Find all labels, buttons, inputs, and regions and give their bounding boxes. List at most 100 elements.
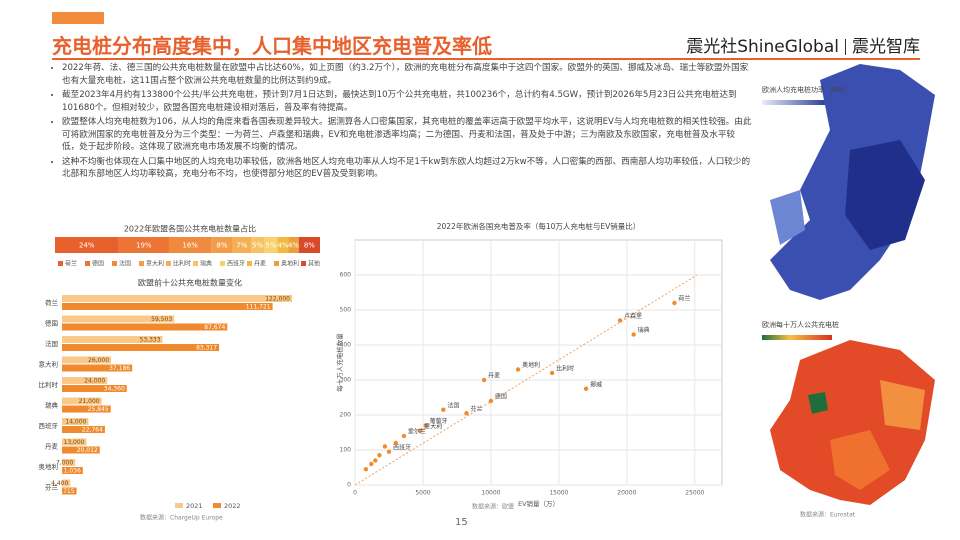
bar	[62, 356, 112, 364]
point-label: 荷兰	[678, 295, 690, 303]
page-number: 15	[455, 517, 468, 528]
y-tick-label: 法国	[45, 339, 58, 348]
map-region	[770, 64, 935, 300]
map-region	[830, 430, 890, 490]
point-label: 奥地利	[522, 361, 540, 369]
bar	[62, 446, 100, 454]
point	[382, 444, 388, 449]
trend-line	[354, 274, 698, 486]
share-segment	[211, 237, 233, 253]
y-tick-label: 意大利	[39, 360, 59, 369]
x-tick-label: 20000	[617, 490, 636, 497]
y-tick-label: 德国	[45, 319, 58, 328]
point-label: 比利时	[556, 365, 574, 373]
point	[369, 461, 374, 467]
point	[583, 386, 589, 391]
bar	[62, 323, 228, 331]
brand-name: 震光社ShineGlobal	[686, 37, 839, 57]
point	[441, 407, 446, 412]
legend-label: 意大利	[146, 260, 164, 268]
y-tick-label: 300	[340, 377, 352, 384]
share-segment	[232, 237, 252, 253]
point	[401, 433, 407, 439]
title-rule	[52, 58, 920, 60]
brand-sub: 震光智库	[852, 37, 920, 57]
point	[631, 332, 636, 337]
y-tick-label: 500	[340, 307, 352, 314]
bullet: 欧盟整体人均充电桩数为106，从人均的角度来看各国表现差异较大。据测算各人口密集…	[62, 116, 752, 154]
section-tag	[52, 12, 104, 24]
point	[672, 300, 677, 306]
map-region	[845, 140, 925, 250]
share-label: 5%	[252, 242, 263, 250]
legend-label: 瑞典	[200, 260, 212, 268]
share-label: 16%	[182, 242, 198, 250]
map-top	[762, 64, 935, 300]
point	[386, 449, 392, 454]
y-axis-label: 每十万人充电桩数量	[335, 333, 344, 392]
y-tick-label: 芬兰	[45, 483, 59, 492]
point-label: 葡萄牙	[430, 417, 448, 425]
brand-separator	[845, 39, 846, 55]
value-label: 122,000	[265, 296, 290, 303]
y-tick-label: 0	[347, 482, 351, 489]
value-label: 21,000	[79, 398, 100, 405]
point	[488, 398, 494, 404]
legend-swatch	[166, 261, 171, 266]
legend-swatch	[247, 261, 252, 266]
y-tick-label: 丹麦	[45, 442, 59, 451]
x-axis-label: EV销量（万）	[518, 499, 559, 508]
bullet: 这种不均衡也体现在人口集中地区的人均充电功率较低，欧洲各地区人均充电功率从人均不…	[62, 156, 752, 181]
point	[481, 377, 487, 383]
value-label: 37,186	[109, 365, 130, 372]
bar	[62, 459, 76, 466]
legend-swatch	[175, 503, 183, 508]
share-label: 8%	[304, 242, 315, 250]
share-label: 7%	[236, 242, 247, 250]
share-segment	[277, 237, 289, 253]
source: 数据来源：Eurostat	[800, 511, 856, 519]
bar	[62, 385, 127, 392]
bar	[62, 377, 108, 384]
value-label: 24,000	[84, 378, 105, 385]
point-label: 法国	[447, 401, 459, 409]
map-bottom	[762, 335, 935, 505]
share-label: 4%	[288, 242, 299, 250]
share-segment	[298, 237, 320, 253]
brand: 震光社ShineGlobal 震光智库	[686, 32, 920, 57]
y-tick-label: 瑞典	[45, 401, 59, 410]
value-label: 53,333	[140, 337, 161, 344]
bar	[62, 336, 163, 343]
source: 数据来源：ChargeUp Europe	[140, 514, 223, 522]
legend-swatch	[85, 261, 90, 266]
share-segment	[55, 237, 119, 253]
legend-label: 奥地利	[281, 260, 299, 268]
share-segment	[288, 237, 299, 253]
point-label: 芬兰	[470, 405, 482, 413]
y-tick-label: 100	[340, 447, 352, 454]
point	[617, 318, 623, 323]
point	[464, 411, 469, 416]
value-label: 20,012	[77, 447, 98, 454]
legend-swatch	[193, 261, 198, 266]
value-label: 22,764	[82, 427, 103, 434]
legend-swatch	[301, 261, 306, 266]
point	[377, 453, 382, 458]
y-tick-label: 西班牙	[39, 421, 59, 430]
legend-swatch	[58, 261, 63, 266]
bar	[62, 303, 273, 310]
value-label: 13,000	[64, 439, 85, 446]
point-label: 瑞典	[638, 326, 650, 334]
share-label: 24%	[79, 242, 95, 250]
x-tick-label: 5000	[415, 490, 430, 497]
legend-label: 2022	[224, 502, 241, 510]
value-label: 4,400	[51, 480, 68, 487]
bar	[62, 438, 87, 446]
page-title: 充电桩分布高度集中，人口集中地区充电普及率低	[52, 34, 492, 58]
share-segment	[251, 237, 265, 253]
legend-swatch	[112, 261, 117, 266]
x-tick-label: 15000	[549, 490, 568, 497]
bar	[62, 467, 83, 474]
value-label: 11,036	[60, 468, 81, 475]
